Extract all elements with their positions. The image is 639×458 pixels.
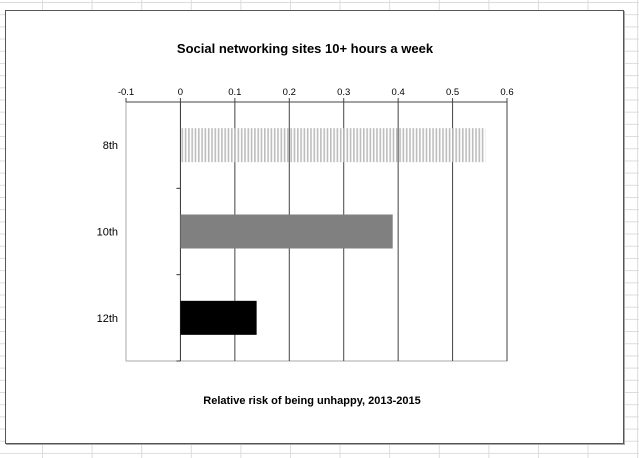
x-tick-label: 0.5 <box>446 87 459 98</box>
bar-12th <box>180 300 257 335</box>
x-tick-label: 0.2 <box>283 87 296 98</box>
x-tick-label: 0.3 <box>337 87 350 98</box>
bar-10th <box>180 214 393 249</box>
y-category-label: 8th <box>103 140 118 152</box>
x-tick-label: -0.1 <box>118 87 134 98</box>
y-category-label: 12th <box>97 313 118 325</box>
bar-8th <box>180 128 486 163</box>
x-axis-label: Relative risk of being unhappy, 2013-201… <box>203 395 420 407</box>
x-tick-label: 0.6 <box>500 87 513 98</box>
x-tick-label: 0.1 <box>228 87 241 98</box>
chart-title: Social networking sites 10+ hours a week <box>177 41 434 56</box>
x-tick-label: 0.4 <box>392 87 405 98</box>
x-tick-label: 0 <box>178 87 183 98</box>
y-category-label: 10th <box>97 227 118 239</box>
